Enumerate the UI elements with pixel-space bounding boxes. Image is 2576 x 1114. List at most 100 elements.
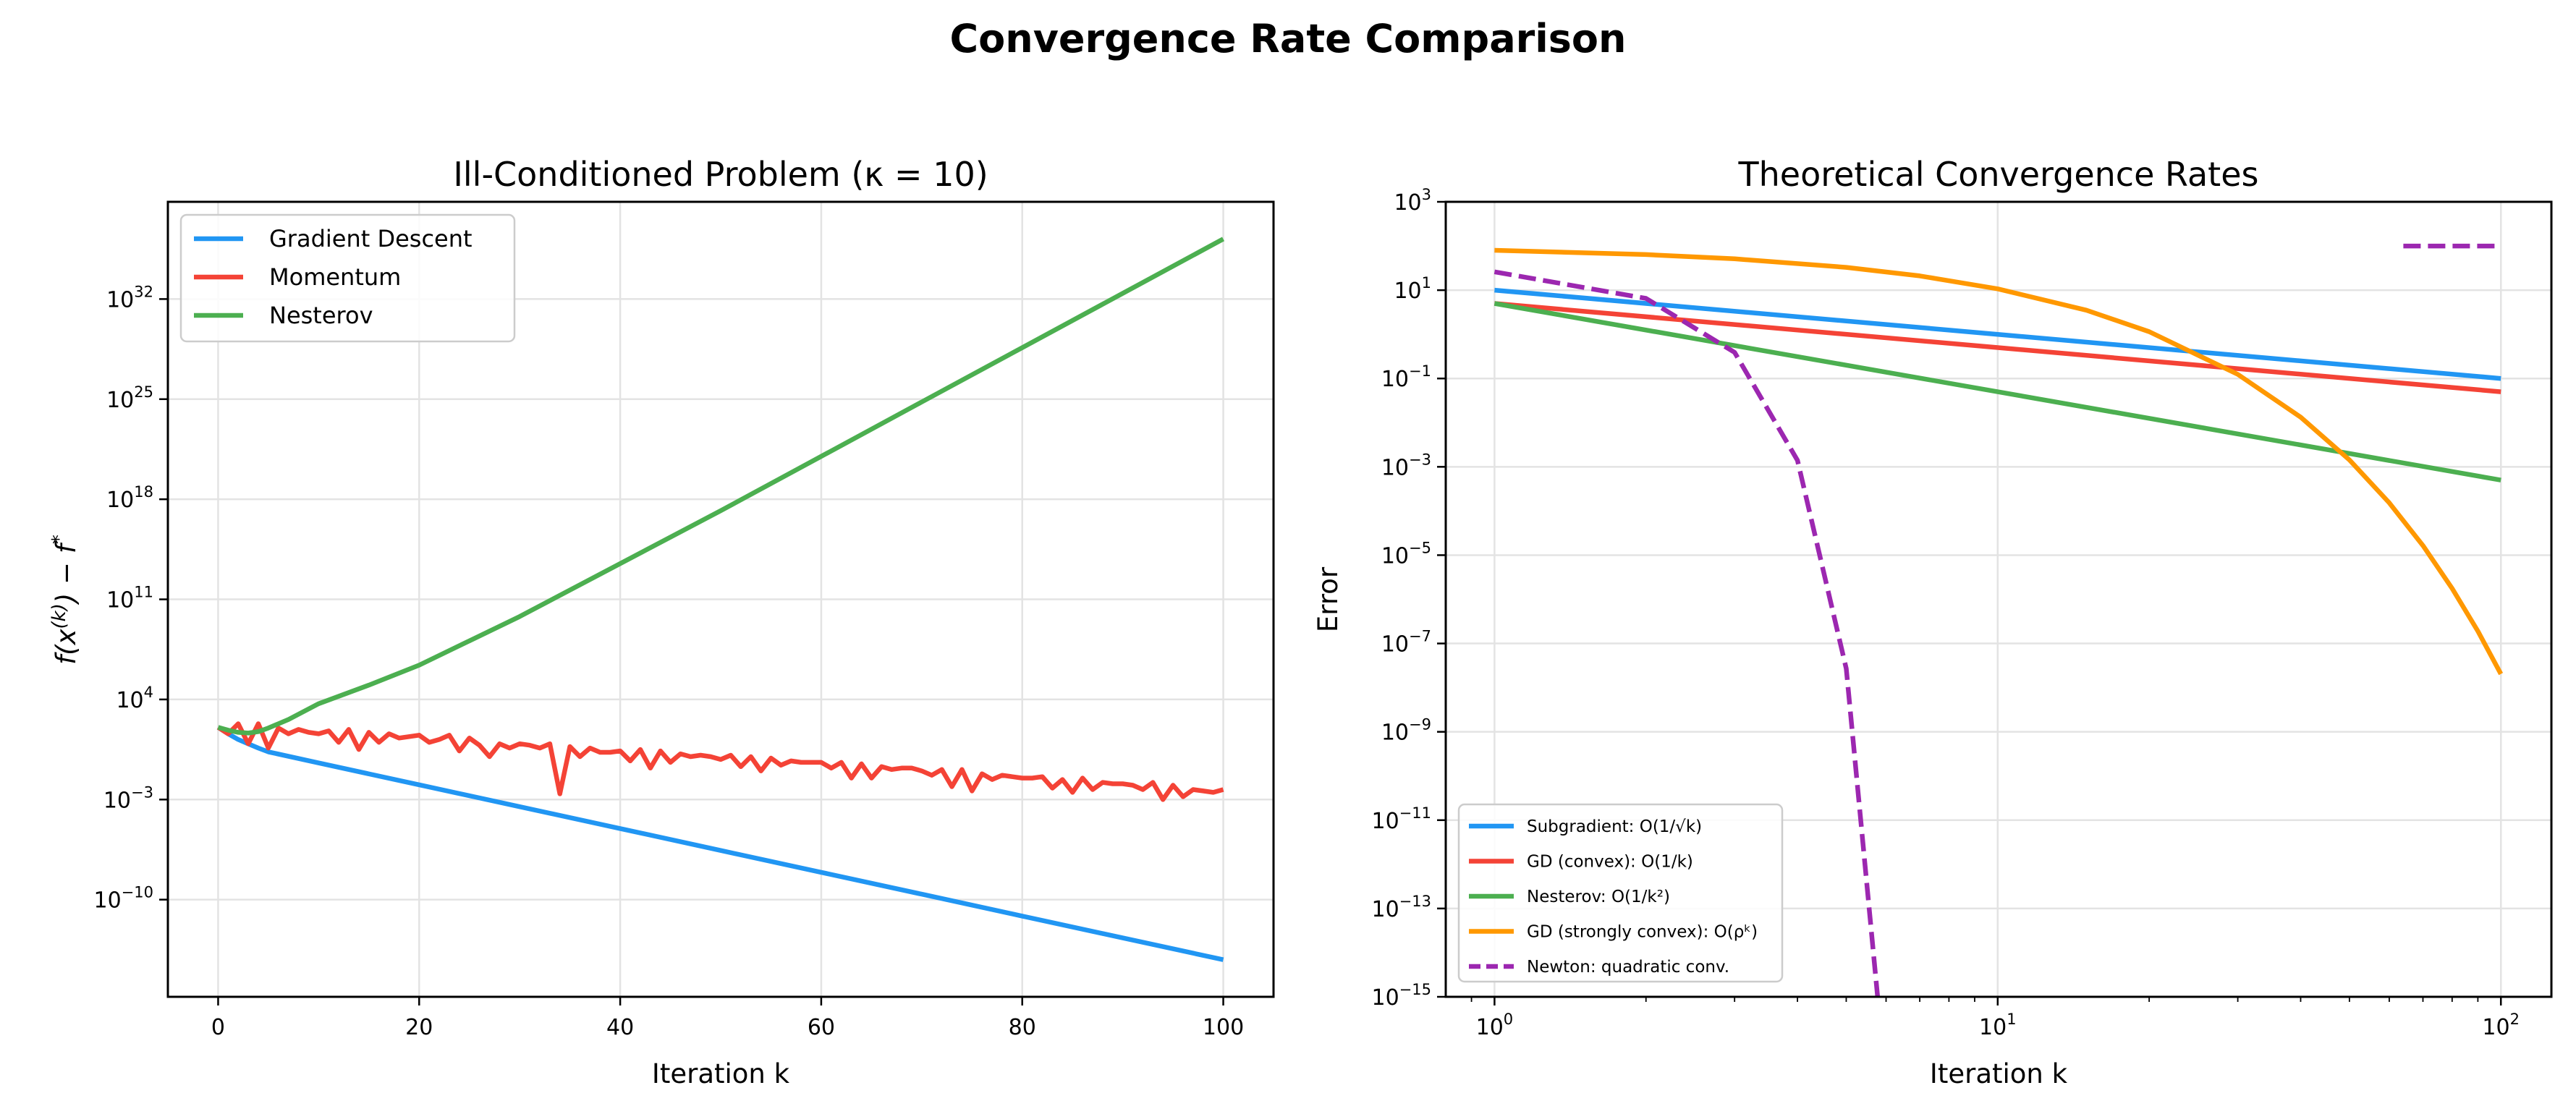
x-tick-label: 100 (1476, 1011, 1514, 1040)
x-tick-label: 102 (2482, 1011, 2520, 1040)
y-tick-exponent: 32 (134, 283, 153, 300)
y-tick-base: 10 (1371, 985, 1399, 1011)
y-label-sup: (k) (48, 603, 70, 629)
x-tick-exponent: 1 (2007, 1011, 2016, 1028)
y-tick-exponent: 4 (144, 684, 153, 701)
y-tick-base: 10 (1381, 367, 1409, 392)
y-tick-label: 10−10 (93, 884, 153, 914)
y-tick-label: 10−11 (1371, 804, 1431, 834)
y-tick-base: 10 (1381, 632, 1409, 658)
legend-label: Gradient Descent (269, 225, 473, 252)
x-tick-label: 80 (1009, 1015, 1036, 1040)
series-line-momentum (216, 721, 1224, 802)
y-label-star: * (48, 535, 70, 544)
y-tick-base: 10 (106, 287, 134, 312)
right-y-axis-label: Error (1313, 566, 1344, 632)
y-tick-base: 10 (1381, 543, 1409, 569)
y-tick-label: 101 (1394, 274, 1431, 304)
y-tick-label: 1025 (106, 383, 153, 413)
y-tick-label: 1018 (106, 483, 153, 513)
y-tick-exponent: −7 (1409, 628, 1431, 645)
y-tick-base: 10 (106, 388, 134, 413)
legend-label: Newton: quadratic conv. (1527, 958, 1729, 977)
y-tick-exponent: 25 (134, 383, 153, 401)
series-line-gd-convex-o-1-k- (1494, 301, 2501, 394)
series-line-newton-quadratic-conv- (1494, 243, 2501, 997)
y-tick-label: 104 (116, 684, 153, 713)
y-tick-exponent: 1 (1422, 274, 1431, 292)
legend-label: Nesterov: O(1/k²) (1527, 888, 1670, 906)
legend-label: Momentum (269, 263, 401, 291)
legend-label: GD (strongly convex): O(ρᵏ) (1527, 923, 1758, 942)
left-y-axis-label: f(x(k)) − f* (48, 535, 82, 665)
y-tick-exponent: 3 (1422, 186, 1431, 203)
y-tick-base: 10 (1371, 897, 1399, 922)
legend-item: Momentum (194, 263, 401, 291)
y-tick-base: 10 (106, 488, 134, 513)
y-tick-exponent: −9 (1409, 716, 1431, 734)
y-tick-label: 1011 (106, 584, 153, 613)
series-line-subgradient-o-1-k- (1494, 287, 2501, 381)
series-line-gd-strongly-convex-o- (1494, 247, 2504, 676)
x-tick-base: 10 (2482, 1015, 2509, 1040)
y-tick-label: 1032 (106, 283, 153, 312)
y-tick-base: 10 (106, 588, 134, 613)
x-tick-exponent: 0 (1504, 1011, 1513, 1028)
legend: Gradient Descent Momentum Nesterov (179, 213, 516, 343)
series-line-nesterov (217, 237, 1225, 736)
series-group (216, 237, 1225, 962)
y-tick-exponent: −5 (1409, 539, 1431, 556)
x-tick-label: 0 (211, 1015, 225, 1040)
y-tick-exponent: −13 (1399, 893, 1431, 910)
y-label-rest: ) − f (51, 540, 82, 605)
figure-title: Convergence Rate Comparison (950, 16, 1627, 61)
y-tick-exponent: −3 (1409, 451, 1431, 468)
y-tick-label: 10−1 (1381, 362, 1431, 392)
x-tick-label: 100 (1203, 1015, 1244, 1040)
y-tick-base: 10 (1381, 720, 1409, 746)
legend-label: GD (convex): O(1/k) (1527, 853, 1693, 872)
y-tick-exponent: −3 (131, 783, 153, 801)
legend-item: Newton: quadratic conv. (1469, 958, 1729, 977)
y-tick-label: 10−3 (1381, 451, 1431, 480)
y-tick-label: 10−5 (1381, 539, 1431, 569)
right-axes-title: Theoretical Convergence Rates (1738, 155, 2259, 194)
x-tick-label: 101 (1979, 1011, 2017, 1040)
legend-item: Nesterov: O(1/k²) (1469, 888, 1670, 906)
y-tick-base: 10 (103, 788, 131, 813)
legend-label: Nesterov (269, 302, 373, 329)
x-tick-label: 60 (808, 1015, 835, 1040)
y-tick-base: 10 (93, 888, 121, 914)
legend-label: Subgradient: O(1/√k) (1527, 817, 1702, 836)
y-tick-exponent: −1 (1409, 362, 1431, 380)
y-tick-base: 10 (1394, 190, 1421, 216)
right-x-axis-label: Iteration k (1930, 1058, 2068, 1089)
x-tick-base: 10 (1476, 1015, 1504, 1040)
y-tick-label: 103 (1394, 186, 1431, 216)
legend: Subgradient: O(1/√k) GD (convex): O(1/k) N… (1457, 803, 1784, 983)
series-line-gradient-descent (216, 725, 1224, 962)
y-tick-exponent: −11 (1399, 804, 1431, 822)
x-tick-base: 10 (1979, 1015, 2007, 1040)
left-axes: Ill-Conditioned Problem (κ = 10) Iterati… (48, 155, 1275, 1089)
left-x-axis-label: Iteration k (652, 1058, 790, 1089)
legend-item: GD (strongly convex): O(ρᵏ) (1469, 923, 1758, 942)
right-axes: Theoretical Convergence Rates Iteration … (1313, 155, 2553, 1089)
y-tick-label: 10−3 (103, 783, 153, 813)
x-tick-exponent: 2 (2510, 1011, 2520, 1028)
y-tick-exponent: −15 (1399, 981, 1431, 998)
y-label-f: f(x (51, 628, 82, 664)
y-tick-base: 10 (1371, 809, 1399, 834)
legend-item: Subgradient: O(1/√k) (1469, 817, 1702, 836)
legend-box (179, 213, 516, 343)
y-tick-base: 10 (1381, 455, 1409, 480)
y-tick-label: 10−9 (1381, 716, 1431, 746)
y-tick-exponent: 18 (134, 483, 153, 501)
y-tick-label: 10−15 (1371, 981, 1431, 1011)
series-line-nesterov-o-1-k- (1494, 301, 2501, 482)
left-axes-title: Ill-Conditioned Problem (κ = 10) (453, 155, 988, 194)
legend-item: Gradient Descent (194, 225, 473, 252)
legend-item: Nesterov (194, 302, 373, 329)
legend-item: GD (convex): O(1/k) (1469, 853, 1693, 872)
